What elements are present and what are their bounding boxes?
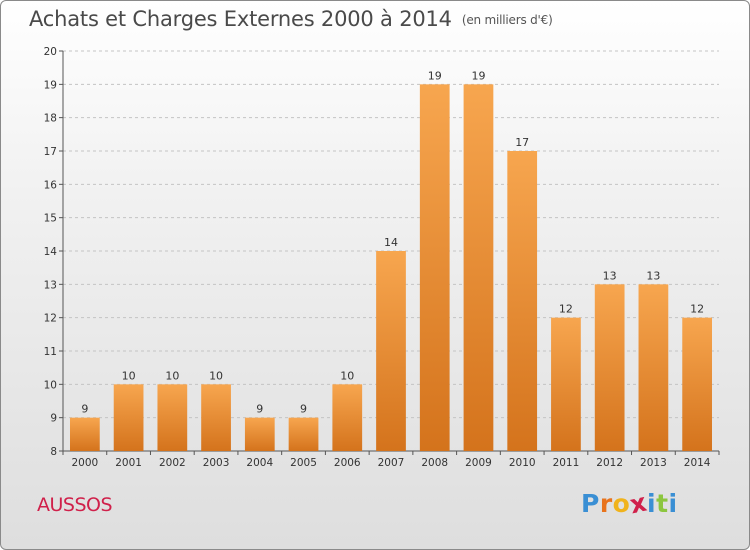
value-label: 9 — [81, 403, 88, 416]
x-tick-label: 2009 — [465, 457, 492, 469]
value-label: 12 — [559, 303, 573, 316]
x-tick-label: 2008 — [421, 457, 448, 469]
commune-name: AUSSOS — [37, 494, 113, 516]
value-label: 14 — [384, 236, 398, 249]
x-tick-label: 2001 — [115, 457, 142, 469]
x-tick-label: 2014 — [684, 457, 711, 469]
x-tick-label: 2000 — [71, 457, 98, 469]
bar — [419, 84, 450, 451]
chart-subtitle: (en milliers d'€) — [461, 13, 553, 27]
value-label: 10 — [165, 369, 179, 382]
brand-letter: t — [656, 489, 669, 518]
brand-letter: i — [647, 489, 657, 518]
bar — [594, 284, 625, 451]
bars — [69, 84, 713, 451]
y-tick-label: 18 — [44, 113, 57, 125]
bar — [332, 384, 363, 451]
y-tick-label: 9 — [50, 413, 57, 425]
value-label: 10 — [209, 369, 223, 382]
x-tick-label: 2012 — [596, 457, 623, 469]
value-label: 12 — [690, 303, 704, 316]
x-tick-label: 2004 — [246, 457, 273, 469]
bar — [113, 384, 144, 451]
value-label: 9 — [256, 403, 263, 416]
chart-title-row: Achats et Charges Externes 2000 à 2014 (e… — [29, 7, 553, 31]
brand-letter: o — [612, 489, 631, 518]
chart-title: Achats et Charges Externes 2000 à 2014 — [29, 7, 452, 31]
bar — [682, 317, 713, 451]
x-tick-label: 2005 — [290, 457, 317, 469]
value-label: 13 — [603, 269, 617, 282]
brand-letter: r — [599, 489, 613, 518]
y-tick-label: 16 — [44, 179, 58, 191]
x-tick-label: 2010 — [509, 457, 536, 469]
value-label: 10 — [340, 369, 354, 382]
value-label: 19 — [428, 69, 442, 82]
bar — [69, 417, 100, 451]
bar — [551, 317, 581, 451]
y-tick-label: 8 — [50, 446, 57, 458]
x-tick-label: 2007 — [378, 457, 405, 469]
x-tick-label: 2013 — [640, 457, 667, 469]
value-label: 19 — [471, 69, 485, 82]
y-tick-label: 11 — [44, 346, 57, 358]
brand-logo: Proxiti — [581, 488, 678, 520]
y-tick-label: 13 — [44, 279, 57, 291]
bar — [244, 417, 275, 451]
value-label: 10 — [122, 369, 136, 382]
bar — [463, 84, 494, 451]
brand-letter: i — [668, 489, 678, 518]
y-tick-label: 17 — [44, 146, 57, 158]
bar — [638, 284, 669, 451]
bar — [201, 384, 231, 451]
y-tick-label: 14 — [44, 246, 58, 258]
value-label: 17 — [515, 136, 529, 149]
bar — [288, 417, 319, 451]
x-tick-label: 2002 — [159, 457, 186, 469]
x-tick-label: 2006 — [334, 457, 361, 469]
y-tick-label: 10 — [44, 379, 57, 391]
labels: 8 9 10 11 12 13 14 15 16 17 18 19 20 9 2000 10 2001 10 200… — [44, 46, 711, 469]
x-tick-label: 2003 — [203, 457, 230, 469]
y-tick-label: 19 — [44, 79, 57, 91]
y-tick-label: 20 — [44, 46, 57, 58]
value-label: 9 — [300, 403, 307, 416]
bar — [507, 151, 538, 451]
brand-letter: P — [581, 489, 600, 518]
y-tick-label: 15 — [44, 213, 57, 225]
y-tick-label: 12 — [44, 313, 57, 325]
bar — [157, 384, 188, 451]
bar — [376, 251, 406, 451]
x-tick-label: 2011 — [553, 457, 580, 469]
value-label: 13 — [646, 269, 660, 282]
